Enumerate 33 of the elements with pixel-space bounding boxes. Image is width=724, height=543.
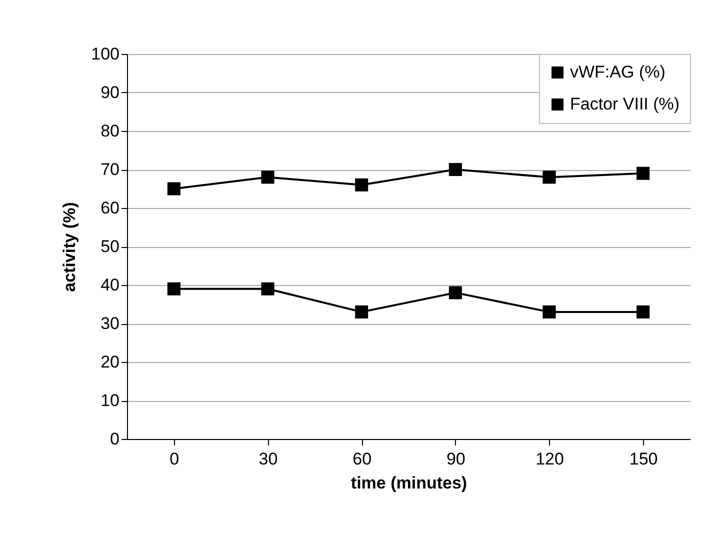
legend-label: vWF:AG (%) xyxy=(570,62,666,82)
y-tick-label: 40 xyxy=(100,276,120,294)
x-tick-label: 60 xyxy=(352,450,372,468)
y-tick-label: 10 xyxy=(100,391,120,410)
x-tick-label: 0 xyxy=(170,450,180,468)
x-axis-title: time (minutes) xyxy=(350,474,468,492)
point xyxy=(636,305,650,318)
legend-label: Factor VIII (%) xyxy=(570,94,680,114)
point xyxy=(542,170,556,184)
point xyxy=(261,170,274,184)
x-tick-label: 120 xyxy=(536,450,564,468)
y-tick-label: 20 xyxy=(100,352,120,372)
point xyxy=(636,166,650,180)
y-tick-label: 70 xyxy=(100,160,120,179)
y-tick-label: 80 xyxy=(100,122,120,140)
y-tick-label: 0 xyxy=(110,430,120,448)
point xyxy=(355,178,368,192)
y-tick-label: 50 xyxy=(100,237,120,256)
point xyxy=(448,286,462,300)
x-tick-label: 30 xyxy=(258,450,278,468)
point xyxy=(167,182,180,196)
point xyxy=(261,282,274,296)
point xyxy=(448,162,462,176)
point xyxy=(542,305,556,318)
x-tick-label: 150 xyxy=(629,450,658,468)
y-axis-title: activity (%) xyxy=(60,202,80,292)
y-tick-label: 30 xyxy=(100,314,120,333)
point xyxy=(355,305,368,318)
y-tick-label: 100 xyxy=(91,44,120,64)
point xyxy=(167,282,180,296)
x-tick-label: 90 xyxy=(446,450,466,468)
y-tick-label: 90 xyxy=(100,83,120,102)
y-tick-label: 60 xyxy=(100,198,120,218)
